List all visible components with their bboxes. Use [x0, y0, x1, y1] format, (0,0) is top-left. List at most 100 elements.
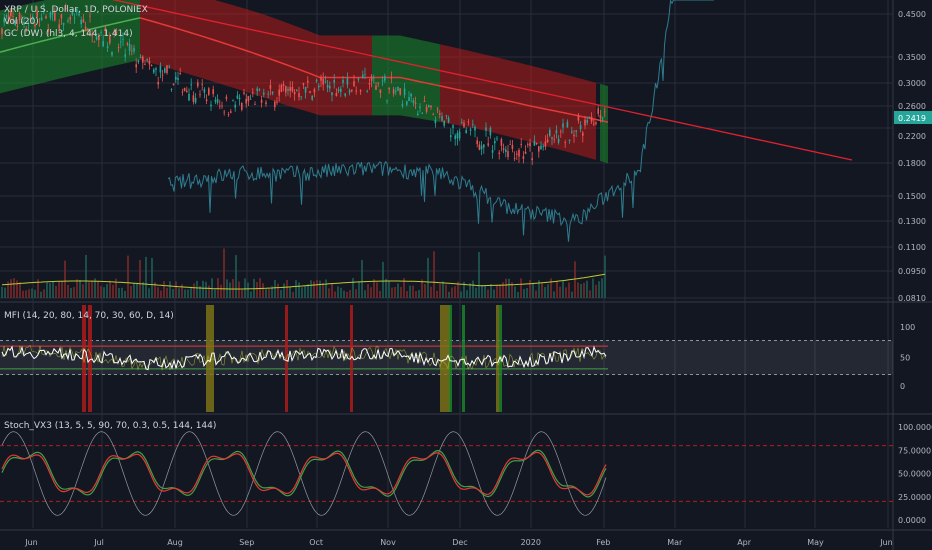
stoch-legend: Stoch_VX3 (13, 5, 5, 90, 70, 0.3, 0.5, 1… — [4, 420, 216, 432]
candle — [135, 64, 137, 68]
volume-bar — [49, 283, 51, 298]
candle — [456, 133, 459, 139]
stoch-fast-line — [1, 451, 607, 496]
volume-bar — [457, 281, 459, 298]
volume-bar — [313, 281, 315, 298]
candle — [208, 88, 210, 95]
volume-bar — [247, 282, 249, 298]
gc-label[interactable]: GC (DW) (hl3, 4, 144, 1.414) — [4, 29, 133, 39]
volume-bar — [565, 287, 567, 298]
candle — [5, 15, 8, 17]
candle — [168, 66, 170, 68]
candle — [274, 101, 276, 108]
volume-bar — [463, 281, 465, 298]
candle — [337, 89, 340, 92]
candle — [450, 135, 452, 138]
candle — [91, 34, 93, 37]
volume-bar — [274, 279, 276, 298]
candle — [106, 46, 109, 49]
volume-bar — [202, 280, 204, 298]
candle — [234, 104, 236, 108]
candle — [23, 22, 25, 25]
time-axis-label: Jul — [93, 538, 104, 547]
volume-bar — [64, 260, 66, 298]
time-axis-label: Apr — [737, 538, 752, 547]
candle — [513, 157, 516, 159]
last-price-badge — [894, 111, 932, 124]
volume-bar — [385, 278, 387, 298]
candle — [568, 139, 571, 142]
candle — [496, 138, 498, 140]
candle — [355, 90, 357, 92]
gc-band-red — [140, 0, 372, 116]
candle — [133, 47, 135, 52]
volume-bar — [472, 280, 474, 298]
volume-bar — [25, 290, 27, 298]
candle — [128, 43, 131, 51]
symbol-title[interactable]: XRP / U.S. Dollar, 1D, POLONIEX — [4, 5, 148, 15]
volume-bar — [304, 286, 306, 298]
volume-bar — [160, 290, 162, 298]
candle — [194, 97, 197, 103]
mfi-label[interactable]: MFI (14, 20, 80, 14, 70, 30, 60, D, 14) — [4, 311, 174, 321]
candle — [582, 132, 584, 136]
candle — [84, 26, 87, 30]
gc-midline-green — [0, 17, 141, 53]
candle — [69, 16, 71, 20]
volume-bar — [583, 282, 585, 298]
volume-bar — [445, 284, 447, 298]
candle — [1, 28, 3, 35]
volume-bar — [172, 288, 174, 298]
volume-bar — [598, 281, 600, 298]
candle — [54, 12, 56, 21]
candle — [73, 17, 76, 19]
candle — [282, 84, 285, 86]
stoch-label[interactable]: Stoch_VX3 (13, 5, 5, 90, 70, 0.3, 0.5, 1… — [4, 421, 217, 431]
volume-bar — [355, 289, 357, 298]
price-tick-label: 0.2600 — [898, 102, 926, 111]
candle — [397, 86, 399, 91]
candle — [491, 150, 494, 153]
candle — [18, 13, 21, 21]
time-axis-label: Sep — [239, 538, 254, 547]
volume-bar — [34, 289, 36, 298]
volume-bar — [73, 287, 75, 298]
volume-bar — [76, 279, 78, 298]
candle — [388, 87, 390, 90]
last-price-label: 0.2419 — [898, 114, 926, 123]
volume-bar — [256, 281, 258, 298]
candle — [551, 137, 553, 139]
volume-bar — [352, 278, 354, 298]
candle — [412, 100, 415, 104]
candle — [428, 104, 430, 108]
volume-bar — [406, 291, 408, 298]
candle — [203, 89, 206, 93]
candle — [25, 28, 27, 30]
mfi-signal-bar — [496, 305, 499, 412]
stoch-scale-label: 50.0000 — [898, 470, 931, 479]
candle — [571, 131, 573, 133]
volume-bar — [1, 286, 3, 298]
trendline[interactable] — [102, 0, 853, 161]
candle — [296, 89, 298, 91]
candle — [60, 14, 63, 19]
candle — [120, 41, 122, 43]
candle — [40, 17, 43, 21]
volume-bar — [22, 290, 24, 298]
candle — [419, 106, 421, 108]
candle — [291, 86, 294, 92]
vol-label[interactable]: Vol (20) — [4, 17, 39, 27]
price-tick-label: 0.0950 — [898, 267, 926, 276]
candle — [469, 129, 472, 131]
volume-bar — [4, 287, 6, 298]
candle — [524, 151, 527, 154]
candle — [390, 77, 393, 79]
candle — [465, 130, 467, 134]
candle — [164, 68, 166, 73]
volume-bar — [82, 284, 84, 298]
candle — [148, 61, 151, 65]
candle — [414, 102, 417, 104]
candle — [300, 96, 302, 98]
candle — [406, 101, 408, 105]
